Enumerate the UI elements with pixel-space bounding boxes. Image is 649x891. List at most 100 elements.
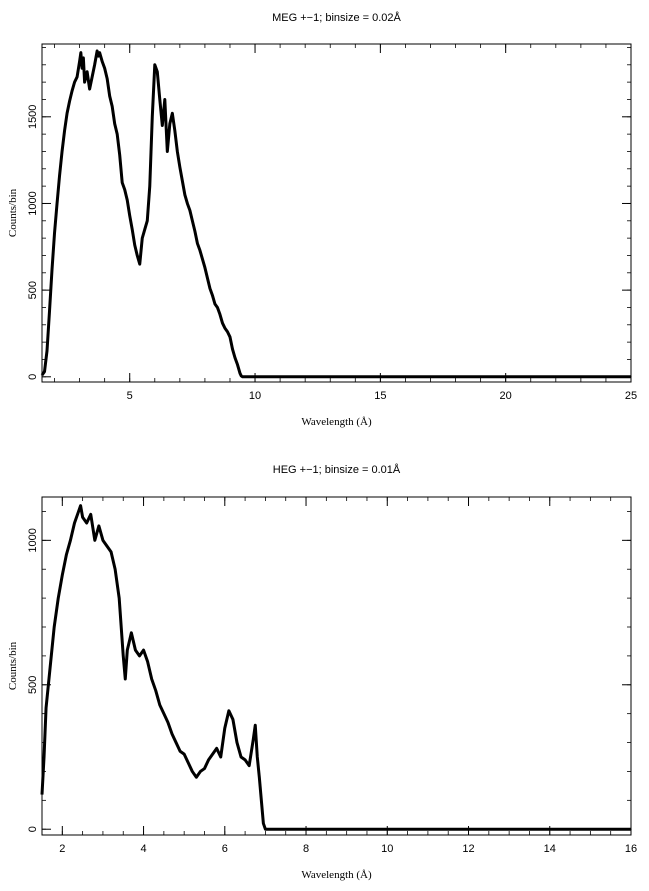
meg-data-point <box>82 57 84 59</box>
heg-x-tick-label: 8 <box>303 843 309 855</box>
meg-data-point <box>149 185 151 187</box>
heg-data-point <box>57 597 59 599</box>
meg-data-point <box>204 267 206 269</box>
meg-data-point <box>241 376 244 378</box>
meg-data-point <box>124 189 126 191</box>
heg-data-point <box>236 741 238 744</box>
meg-data-point <box>229 336 231 338</box>
meg-data-point <box>379 376 381 378</box>
meg-data-point <box>505 376 507 378</box>
meg-spectrum-panel: MEG +−1; binsize = 0.02Å Wavelength (Å) Co… <box>7 11 637 428</box>
heg-data-point <box>203 767 206 770</box>
meg-data-point <box>209 287 211 289</box>
heg-x-tick-label: 4 <box>140 843 146 855</box>
heg-plot-frame <box>41 496 632 836</box>
meg-data-point <box>46 350 48 352</box>
heg-data-point <box>53 626 55 628</box>
heg-data-point <box>147 661 149 663</box>
meg-data-point <box>119 154 121 156</box>
meg-data-point <box>555 376 557 378</box>
meg-data-point <box>154 64 156 66</box>
heg-data-point <box>386 828 388 830</box>
meg-data-point <box>161 124 163 127</box>
heg-data-point <box>256 756 258 758</box>
meg-data-point <box>84 81 86 83</box>
heg-data-point <box>61 574 63 576</box>
meg-data-point <box>221 322 224 324</box>
heg-data-point <box>244 759 246 761</box>
heg-data-point <box>134 649 137 651</box>
heg-x-tick-label: 16 <box>625 843 637 855</box>
heg-data-point <box>167 721 169 723</box>
meg-data-point <box>81 67 83 69</box>
meg-data-point <box>80 52 82 54</box>
meg-data-point <box>89 88 91 90</box>
heg-data-point <box>86 522 88 524</box>
heg-data-point <box>114 568 116 570</box>
heg-data-point <box>77 510 80 513</box>
heg-x-tick-label: 6 <box>222 843 228 855</box>
meg-chart-title: MEG +−1; binsize = 0.02Å <box>272 11 401 24</box>
heg-data-point <box>130 632 132 634</box>
meg-data-point <box>196 242 198 244</box>
meg-data-point <box>151 116 153 118</box>
meg-data-point <box>189 209 191 211</box>
heg-data-point <box>126 649 128 651</box>
meg-data-point <box>101 60 103 62</box>
meg-data-point <box>41 374 43 376</box>
heg-data-point <box>305 828 307 830</box>
meg-data-point <box>234 357 236 359</box>
heg-data-point <box>49 666 51 669</box>
meg-data-point <box>136 254 138 257</box>
heg-data-point <box>248 765 250 767</box>
heg-x-tick-label: 12 <box>462 843 474 855</box>
meg-data-point <box>226 331 229 333</box>
heg-data-point <box>216 747 218 749</box>
heg-x-tick-label: 10 <box>381 843 393 855</box>
meg-data-point <box>51 268 53 270</box>
meg-y-axis-label: Counts/bin <box>7 188 19 237</box>
heg-data-point <box>260 799 262 801</box>
meg-data-point <box>144 228 146 231</box>
meg-data-point <box>126 199 128 201</box>
meg-data-point <box>71 90 73 92</box>
heg-data-point <box>187 762 189 764</box>
meg-data-point <box>141 237 143 239</box>
meg-data-point <box>146 220 148 222</box>
heg-data-point <box>179 750 181 752</box>
meg-data-point <box>156 71 158 73</box>
heg-data-point <box>98 525 100 527</box>
heg-data-point <box>79 505 82 507</box>
heg-data-point <box>630 828 632 830</box>
heg-data-point <box>65 554 67 556</box>
meg-x-tick-label: 15 <box>374 390 386 402</box>
heg-chart-title: HEG +−1; binsize = 0.01Å <box>273 463 401 476</box>
meg-data-point <box>76 76 78 78</box>
meg-data-point <box>304 376 306 378</box>
meg-data-point <box>86 71 88 73</box>
meg-data-point <box>111 105 113 107</box>
meg-x-axis-label: Wavelength (Å) <box>301 416 372 428</box>
heg-data-point <box>224 727 226 729</box>
meg-data-point <box>164 98 166 101</box>
meg-data-point <box>73 81 76 83</box>
meg-data-point <box>231 348 234 350</box>
meg-data-point <box>97 55 99 57</box>
meg-x-tick-label: 5 <box>127 390 133 402</box>
meg-data-point <box>199 249 201 251</box>
heg-data-point <box>254 724 256 726</box>
meg-x-tick-label: 25 <box>625 390 637 402</box>
heg-data-point <box>106 545 108 547</box>
heg-data-point <box>212 753 214 755</box>
heg-data-point <box>252 739 254 741</box>
heg-x-tick-label: 14 <box>544 843 556 855</box>
meg-data-point <box>219 313 221 315</box>
heg-data-point <box>45 707 47 709</box>
meg-data-point <box>53 232 56 234</box>
meg-data-point <box>78 60 81 62</box>
heg-y-tick-label: 500 <box>27 676 39 694</box>
heg-data-point <box>124 678 126 680</box>
meg-data-point <box>116 133 118 135</box>
heg-data-point <box>195 776 197 778</box>
meg-data-point <box>240 375 242 377</box>
